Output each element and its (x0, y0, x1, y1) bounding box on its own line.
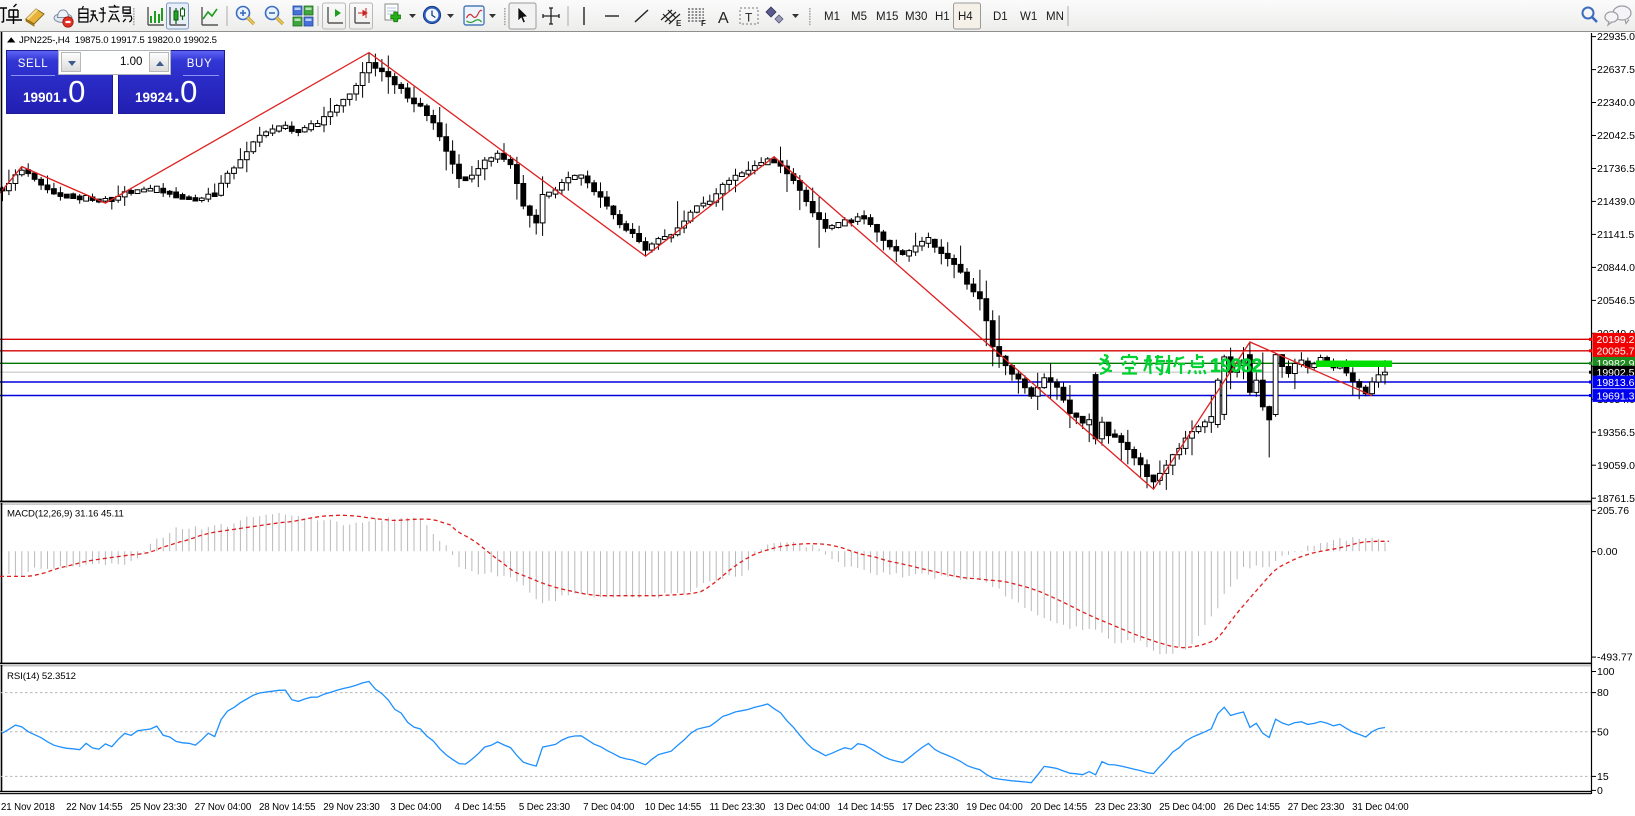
svg-text:F: F (701, 19, 706, 28)
svg-text:21736.5: 21736.5 (1597, 163, 1635, 175)
svg-text:25 Dec 04:00: 25 Dec 04:00 (1159, 802, 1216, 813)
svg-text:26 Dec 14:55: 26 Dec 14:55 (1223, 802, 1279, 813)
svg-text:M30: M30 (905, 11, 927, 23)
svg-text:22 Nov 14:55: 22 Nov 14:55 (66, 802, 122, 813)
svg-text:22042.5: 22042.5 (1597, 130, 1635, 142)
svg-text:MN: MN (1046, 11, 1064, 23)
svg-text:W1: W1 (1020, 11, 1037, 23)
svg-text:19059.0: 19059.0 (1597, 460, 1635, 472)
svg-text:21141.5: 21141.5 (1597, 229, 1634, 241)
svg-text:M5: M5 (851, 11, 867, 23)
svg-text:7 Dec 04:00: 7 Dec 04:00 (583, 802, 635, 813)
svg-text:0: 0 (1597, 785, 1603, 797)
svg-text:28 Nov 14:55: 28 Nov 14:55 (259, 802, 315, 813)
svg-text:14 Dec 14:55: 14 Dec 14:55 (838, 802, 894, 813)
svg-text:10 Dec 14:55: 10 Dec 14:55 (645, 802, 701, 813)
svg-text:H1: H1 (935, 11, 950, 23)
svg-text:205.76: 205.76 (1597, 505, 1629, 517)
svg-text:22935.0: 22935.0 (1597, 31, 1635, 43)
svg-text:19691.3: 19691.3 (1597, 390, 1635, 402)
svg-text:0.00: 0.00 (1597, 546, 1618, 558)
svg-text:20844.0: 20844.0 (1597, 262, 1635, 274)
svg-text:21 Nov 2018: 21 Nov 2018 (1, 802, 55, 813)
svg-text:MACD(12,26,9) 31.16 45.11: MACD(12,26,9) 31.16 45.11 (7, 509, 124, 520)
svg-text:5 Dec 23:30: 5 Dec 23:30 (519, 802, 571, 813)
svg-text:M1: M1 (824, 11, 840, 23)
svg-text:20199.2: 20199.2 (1597, 334, 1635, 346)
svg-text:19 Dec 04:00: 19 Dec 04:00 (966, 802, 1023, 813)
svg-text:29 Nov 23:30: 29 Nov 23:30 (323, 802, 380, 813)
svg-text:4 Dec 14:55: 4 Dec 14:55 (455, 802, 506, 813)
svg-text:80: 80 (1597, 687, 1609, 699)
svg-text:20546.5: 20546.5 (1597, 295, 1635, 307)
svg-text:H4: H4 (958, 11, 973, 23)
svg-text:-493.77: -493.77 (1597, 652, 1633, 664)
svg-text:11 Dec 23:30: 11 Dec 23:30 (709, 802, 765, 813)
svg-text:23 Dec 23:30: 23 Dec 23:30 (1095, 802, 1152, 813)
svg-text:18761.5: 18761.5 (1597, 493, 1635, 505)
svg-text:31 Dec 04:00: 31 Dec 04:00 (1352, 802, 1409, 813)
svg-text:22637.5: 22637.5 (1597, 64, 1635, 76)
svg-text:E: E (676, 19, 682, 28)
svg-text:19356.5: 19356.5 (1597, 427, 1635, 439)
svg-text:22340.0: 22340.0 (1597, 97, 1635, 109)
svg-text:15: 15 (1597, 771, 1609, 783)
svg-text:19813.6: 19813.6 (1597, 377, 1635, 389)
svg-text:17 Dec 23:30: 17 Dec 23:30 (902, 802, 959, 813)
svg-text:50: 50 (1597, 726, 1609, 738)
svg-text:3 Dec 04:00: 3 Dec 04:00 (390, 802, 442, 813)
svg-text:JPN225-,H4 19875.0 19917.5 19: JPN225-,H4 19875.0 19917.5 19820.0 19902… (19, 35, 217, 46)
svg-text:13 Dec 04:00: 13 Dec 04:00 (773, 802, 830, 813)
svg-text:T: T (745, 11, 753, 25)
svg-text:27 Nov 04:00: 27 Nov 04:00 (195, 802, 252, 813)
svg-text:21439.0: 21439.0 (1597, 196, 1635, 208)
svg-text:20095.7: 20095.7 (1597, 346, 1635, 358)
svg-text:25 Nov 23:30: 25 Nov 23:30 (130, 802, 187, 813)
svg-text:A: A (718, 10, 729, 27)
svg-text:27 Dec 23:30: 27 Dec 23:30 (1288, 802, 1345, 813)
svg-text:D1: D1 (993, 11, 1008, 23)
svg-text:20 Dec 14:55: 20 Dec 14:55 (1031, 802, 1087, 813)
svg-text:100: 100 (1597, 666, 1615, 678)
svg-text:19982: 19982 (1210, 355, 1262, 377)
svg-text:RSI(14) 52.3512: RSI(14) 52.3512 (7, 671, 76, 682)
svg-text:M15: M15 (876, 11, 898, 23)
